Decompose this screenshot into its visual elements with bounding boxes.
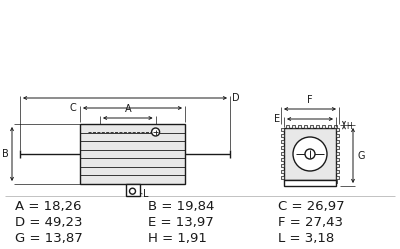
Bar: [281, 151, 284, 154]
Bar: [334, 180, 336, 183]
Bar: [336, 164, 339, 167]
Bar: [304, 125, 306, 128]
Bar: [281, 127, 284, 130]
Text: L: L: [144, 189, 149, 199]
Bar: [336, 176, 339, 179]
Text: C = 26,97: C = 26,97: [278, 199, 345, 212]
Bar: [336, 145, 339, 148]
Text: D: D: [232, 93, 240, 103]
Bar: [336, 133, 339, 136]
Bar: [322, 180, 324, 183]
Bar: [281, 133, 284, 136]
Bar: [284, 180, 336, 186]
Bar: [292, 125, 294, 128]
Bar: [336, 158, 339, 161]
Bar: [316, 180, 318, 183]
Bar: [292, 180, 294, 183]
Text: F = 27,43: F = 27,43: [278, 215, 343, 229]
Bar: [281, 170, 284, 173]
Bar: [336, 127, 339, 130]
Bar: [304, 180, 306, 183]
Bar: [336, 170, 339, 173]
Bar: [328, 180, 330, 183]
Bar: [310, 180, 312, 183]
Bar: [281, 176, 284, 179]
Circle shape: [130, 188, 136, 194]
Bar: [298, 125, 300, 128]
Text: E = 13,97: E = 13,97: [148, 215, 214, 229]
Text: G: G: [357, 150, 364, 161]
Bar: [281, 145, 284, 148]
Bar: [281, 139, 284, 142]
Bar: [284, 128, 336, 180]
Text: B: B: [2, 149, 9, 159]
Bar: [126, 184, 140, 196]
Text: E: E: [274, 114, 280, 124]
Bar: [336, 139, 339, 142]
Text: A: A: [124, 104, 131, 114]
Bar: [334, 125, 336, 128]
Circle shape: [152, 128, 160, 136]
Bar: [310, 125, 312, 128]
Text: D = 49,23: D = 49,23: [15, 215, 82, 229]
Bar: [286, 125, 288, 128]
Bar: [286, 180, 288, 183]
Bar: [298, 180, 300, 183]
Text: B = 19,84: B = 19,84: [148, 199, 214, 212]
Bar: [316, 125, 318, 128]
Bar: [281, 158, 284, 161]
Bar: [336, 151, 339, 154]
Bar: [322, 125, 324, 128]
Bar: [328, 125, 330, 128]
Text: A = 18,26: A = 18,26: [15, 199, 82, 212]
Text: F: F: [307, 95, 313, 105]
Circle shape: [305, 149, 315, 159]
Bar: [281, 164, 284, 167]
Text: C: C: [69, 103, 76, 113]
Circle shape: [293, 137, 327, 171]
Text: H: H: [346, 122, 352, 131]
Text: L = 3,18: L = 3,18: [278, 232, 334, 245]
Text: H = 1,91: H = 1,91: [148, 232, 207, 245]
Text: G = 13,87: G = 13,87: [15, 232, 83, 245]
Bar: [80, 124, 185, 184]
